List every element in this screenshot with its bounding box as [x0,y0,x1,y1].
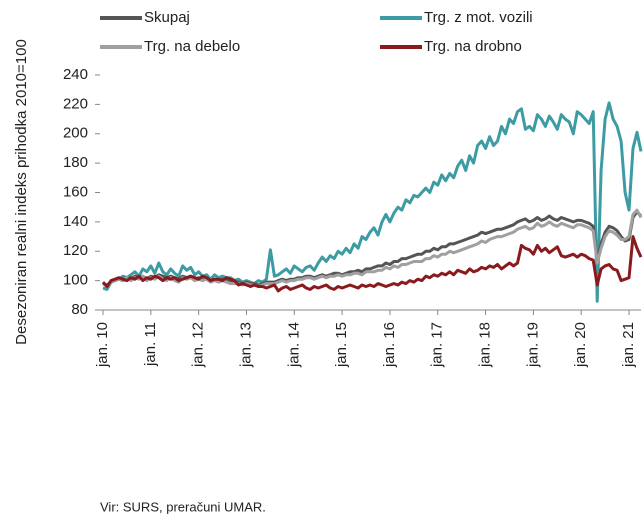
x-tick-label: jan. 21 [620,322,637,368]
y-tick-label: 120 [63,242,88,259]
x-tick-label: jan. 18 [477,322,494,368]
x-tick-label: jan. 15 [333,322,350,368]
y-tick-label: 200 [63,125,88,142]
x-tick-label: jan. 14 [285,322,302,368]
y-tick-label: 160 [63,183,88,200]
y-tick-label: 220 [63,95,88,112]
legend-label: Skupaj [144,9,190,26]
x-tick-label: jan. 16 [381,322,398,368]
x-tick-label: jan. 13 [237,322,254,368]
y-tick-label: 80 [71,301,88,318]
y-tick-label: 100 [63,272,88,289]
x-tick-label: jan. 10 [94,322,111,368]
legend-label: Trg. na debelo [144,38,240,55]
source-note: Vir: SURS, preračuni UMAR. [100,499,266,514]
x-tick-label: jan. 12 [190,322,207,368]
y-tick-label: 240 [63,66,88,83]
series-line [101,235,643,293]
x-tick-label: jan. 19 [524,322,541,368]
y-tick-label: 140 [63,213,88,230]
legend-label: Trg. z mot. vozili [424,9,533,26]
series-line [102,101,643,303]
y-tick-label: 180 [63,154,88,171]
y-axis-title: Desezoniran realni indeks prihodka 2010=… [13,39,30,345]
legend-label: Trg. na drobno [424,38,522,55]
x-tick-label: jan. 20 [572,322,589,368]
series-line [102,208,643,288]
x-tick-label: jan. 17 [429,322,446,368]
x-tick-label: jan. 11 [142,322,159,367]
